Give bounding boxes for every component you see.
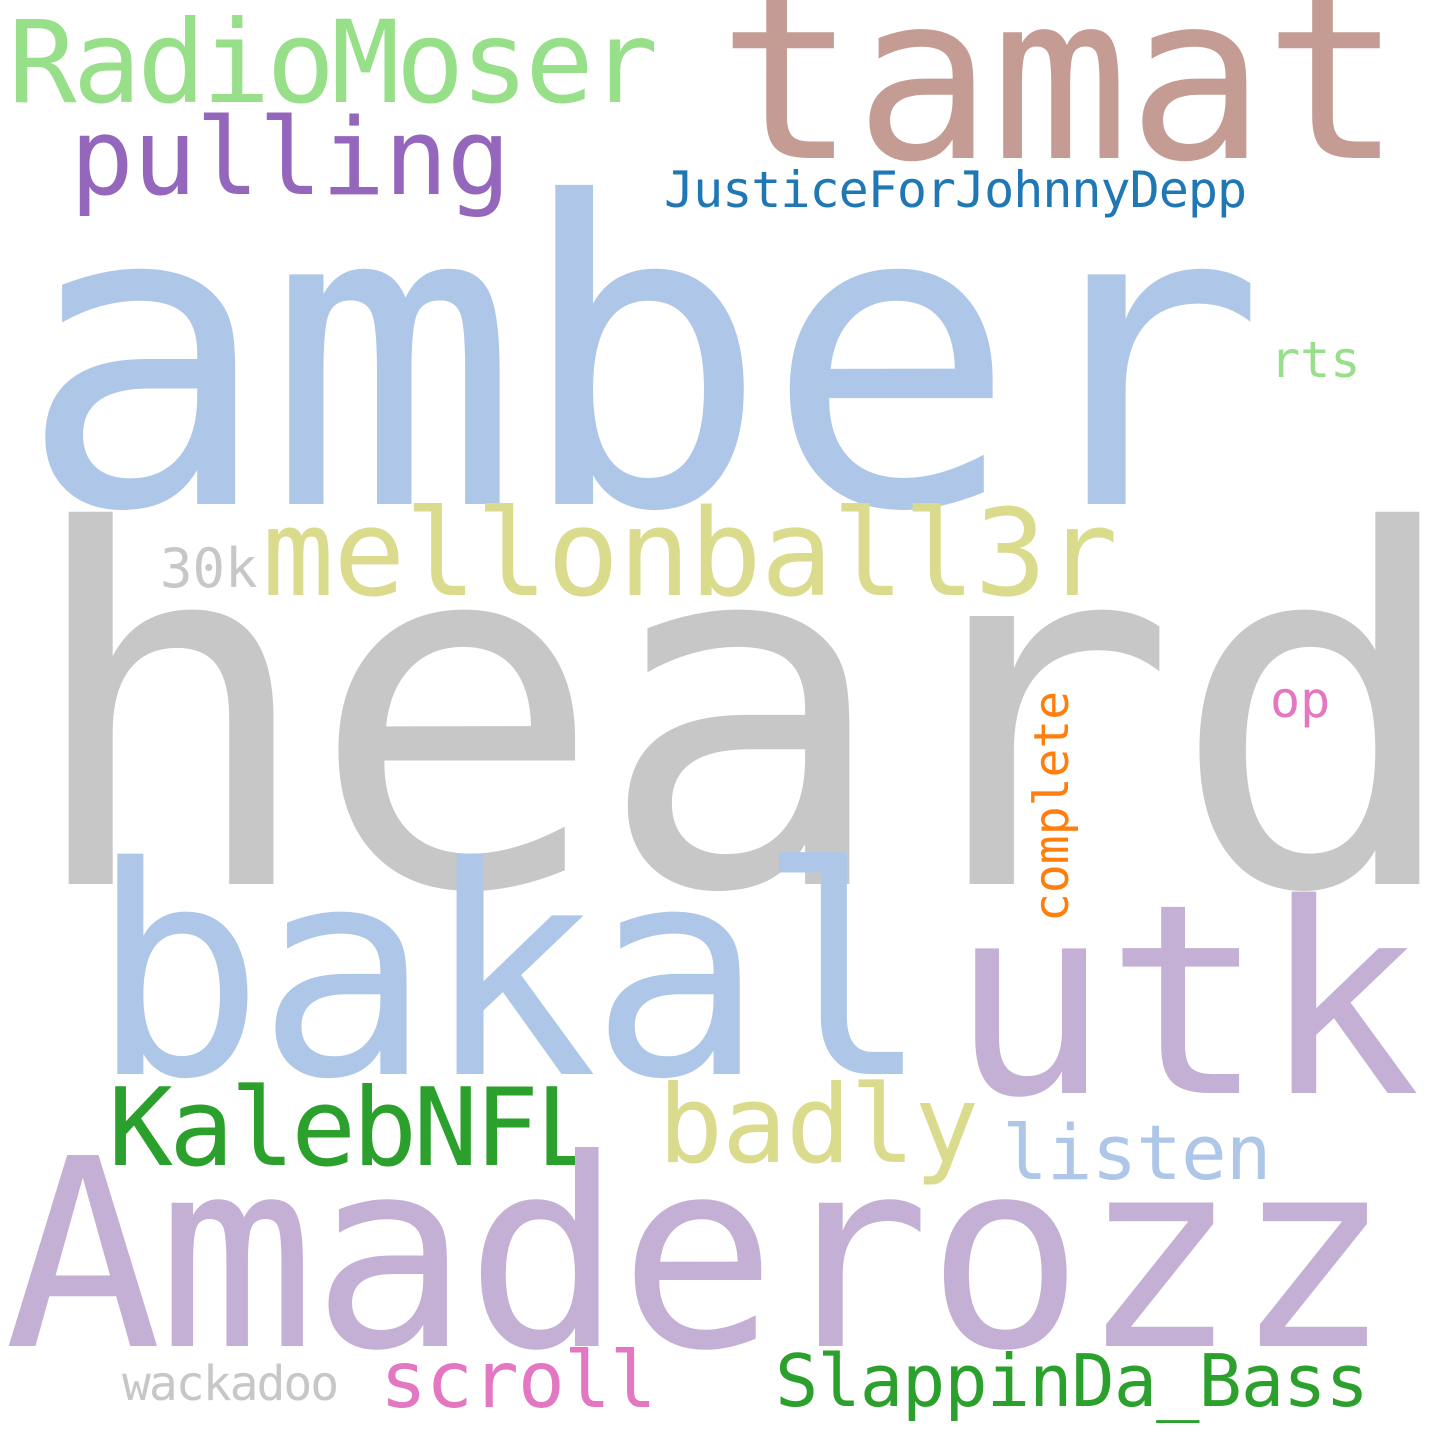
word-heard: heard: [22, 429, 1440, 1000]
word-pulling: pulling: [70, 96, 511, 219]
word-wackadoo: wackadoo: [122, 1356, 339, 1412]
word-rts: rts: [1270, 331, 1361, 389]
word-slappindabass: SlappinDa_Bass: [775, 1339, 1369, 1423]
word-amber: amber: [18, 115, 1266, 604]
word-radiomoser: RadioMoser: [8, 0, 658, 129]
word-badly: badly: [658, 1063, 979, 1188]
word-op: op: [1270, 671, 1331, 729]
word-mellonball3r: mellonball3r: [262, 485, 1118, 624]
word-amaderozz: Amaderozz: [4, 1103, 1392, 1408]
word-utk: utk: [950, 848, 1421, 1156]
word-30k: 30k: [160, 537, 258, 600]
word-kalebnfl: KalebNFL: [108, 1066, 600, 1191]
word-scroll: scroll: [380, 1336, 657, 1426]
word-listen: listen: [1002, 1108, 1272, 1197]
word-bakal: bakal: [90, 806, 931, 1143]
word-tamat: tamat: [718, 0, 1402, 213]
word-justicefor: JusticeForJohnnyDepp: [664, 161, 1247, 219]
